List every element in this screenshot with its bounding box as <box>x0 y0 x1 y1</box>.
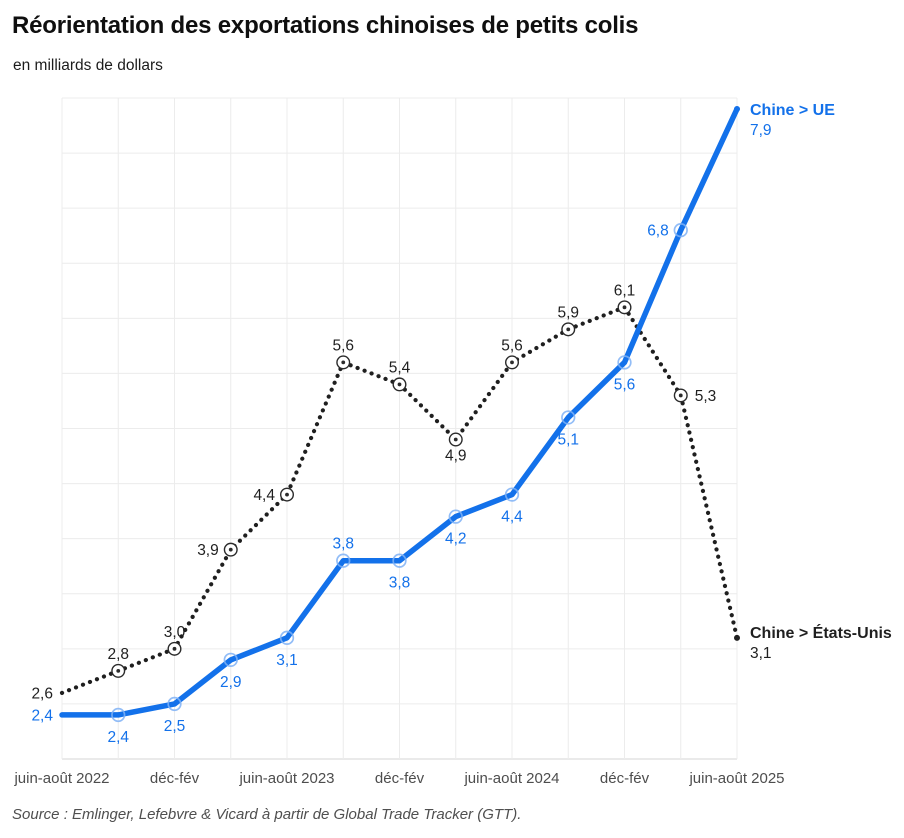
point-label-chine-tats-unis: 5,9 <box>557 304 579 321</box>
marker-dot-chine-tats-unis <box>678 393 683 398</box>
series-name-chine-etats-unis: Chine > États-Unis <box>750 625 892 642</box>
series-end-value-chine-etats-unis: 3,1 <box>750 645 772 662</box>
marker-dot-chine-tats-unis <box>622 305 627 310</box>
marker-chine-ue <box>561 410 576 425</box>
marker-chine-ue <box>448 509 463 524</box>
point-label-chine-tats-unis: 3,0 <box>164 624 186 641</box>
series-end-label-chine-ue: Chine > UE 7,9 <box>750 101 835 141</box>
point-label-chine-ue: 4,2 <box>445 531 467 548</box>
point-label-chine-tats-unis: 5,4 <box>389 359 411 376</box>
series-end-value-chine-ue: 7,9 <box>750 122 772 139</box>
series-end-label-chine-etats-unis: Chine > États-Unis 3,1 <box>750 624 892 664</box>
marker-chine-ue <box>223 652 238 667</box>
point-label-chine-tats-unis: 5,6 <box>332 337 354 354</box>
x-tick-label: déc-fév <box>150 770 200 787</box>
marker-chine-ue <box>392 553 407 568</box>
page-title: Réorientation des exportations chinoises… <box>12 12 639 39</box>
point-label-chine-ue: 5,1 <box>557 431 579 448</box>
point-label-chine-ue: 5,6 <box>614 376 636 393</box>
x-tick-label: déc-fév <box>375 770 425 787</box>
point-label-chine-ue: 4,4 <box>501 509 523 526</box>
x-tick-label: juin-août 2023 <box>238 770 334 787</box>
marker-chine-ue <box>504 487 520 502</box>
marker-chine-ue <box>336 553 351 568</box>
point-label-chine-tats-unis: 3,9 <box>197 542 219 559</box>
x-tick-label: juin-août 2024 <box>463 770 559 787</box>
point-label-chine-ue: 2,5 <box>164 718 186 735</box>
marker-dot-chine-tats-unis <box>566 327 571 332</box>
point-label-chine-ue: 3,8 <box>389 575 411 592</box>
point-label-chine-tats-unis: 5,3 <box>695 388 717 405</box>
marker-dot-chine-tats-unis <box>397 382 402 387</box>
point-label-chine-tats-unis: 4,9 <box>445 448 467 465</box>
point-label-chine-tats-unis: 2,8 <box>107 646 129 663</box>
marker-chine-ue <box>111 707 126 723</box>
point-label-chine-tats-unis: 4,4 <box>253 487 275 504</box>
marker-chine-ue <box>673 223 688 238</box>
series-line-chine-ue <box>59 106 740 718</box>
point-label-chine-ue: 3,8 <box>332 536 354 553</box>
point-label-chine-ue: 3,1 <box>276 652 298 669</box>
marker-dot-chine-tats-unis <box>228 547 233 552</box>
point-label-chine-ue: 2,9 <box>220 674 242 691</box>
chart-subtitle: en milliards de dollars <box>13 57 163 74</box>
point-label-chine-ue: 6,8 <box>647 223 669 240</box>
series-name-chine-ue: Chine > UE <box>750 102 835 119</box>
marker-dot-chine-tats-unis <box>341 360 346 365</box>
x-tick-label: déc-fév <box>600 770 650 787</box>
line-chart: 2,6 2,8 3,0 3,9 4,4 5,6 5,4 4,9 5,6 5,9 6,1 5,3 2,4 2… <box>13 97 785 787</box>
end-dot-chine-tats-unis <box>734 634 740 641</box>
marker-chine-ue <box>167 696 182 712</box>
point-label-chine-ue: 2,4 <box>31 707 53 724</box>
marker-chine-ue <box>279 630 295 645</box>
end-dot-chine-ue <box>734 106 740 113</box>
source-note: Source : Emlinger, Lefebvre & Vicard à p… <box>12 806 522 823</box>
x-tick-label: juin-août 2025 <box>688 770 784 787</box>
marker-dot-chine-tats-unis <box>453 437 458 442</box>
point-label-chine-tats-unis: 6,1 <box>614 282 636 299</box>
point-label-chine-ue: 2,4 <box>107 729 129 746</box>
marker-dot-chine-tats-unis <box>510 360 514 365</box>
marker-dot-chine-tats-unis <box>285 492 289 497</box>
point-label-chine-tats-unis: 5,6 <box>501 337 523 354</box>
marker-dot-chine-tats-unis <box>172 646 177 651</box>
marker-dot-chine-tats-unis <box>116 668 121 673</box>
marker-chine-ue <box>617 355 632 370</box>
point-label-chine-tats-unis: 2,6 <box>31 685 53 702</box>
x-tick-label: juin-août 2022 <box>13 770 109 787</box>
